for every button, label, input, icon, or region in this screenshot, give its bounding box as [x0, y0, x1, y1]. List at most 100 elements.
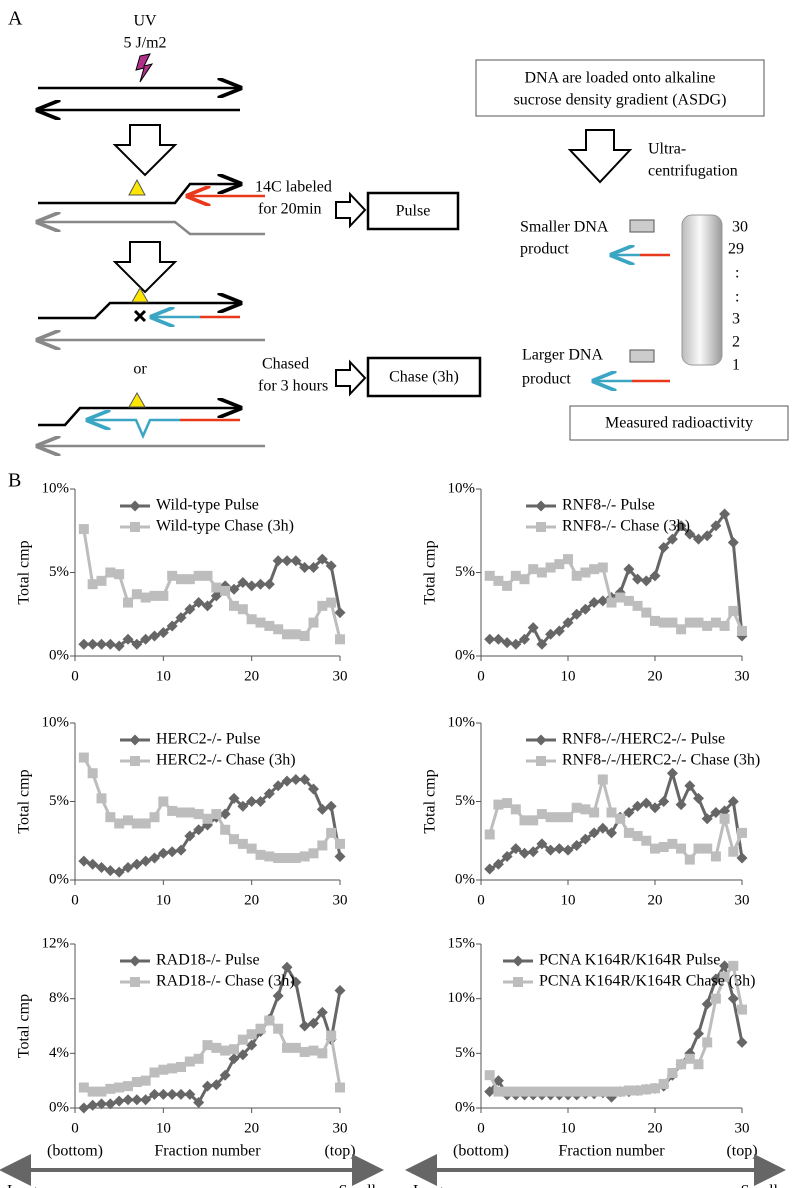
square-marker	[335, 634, 345, 645]
diamond-marker	[701, 998, 713, 1010]
y-tick-label: 8%	[49, 990, 69, 1006]
larger-text: Larger DNA	[522, 347, 603, 364]
square-marker	[615, 1086, 626, 1097]
diamond-marker	[263, 578, 275, 590]
diamond-marker	[166, 620, 178, 632]
y-axis-label: Total cmp	[16, 540, 33, 604]
square-marker	[317, 840, 328, 851]
asdg-text: DNA are loaded onto alkaline	[524, 70, 715, 87]
x-axis-label: Fraction number	[154, 1143, 261, 1160]
square-marker	[615, 592, 626, 603]
x-tick-label: 10	[156, 668, 171, 684]
diamond-marker	[527, 622, 539, 634]
square-marker	[719, 620, 730, 631]
x-tick-label: 20	[244, 1120, 259, 1136]
diamond-marker	[666, 767, 678, 779]
diamond-marker	[281, 555, 293, 567]
square-marker	[229, 600, 239, 611]
series-line	[82, 756, 342, 860]
diamond-marker	[157, 847, 169, 859]
diamond-marker	[719, 805, 731, 817]
y-tick-label: 5%	[49, 564, 69, 580]
square-marker	[597, 562, 608, 573]
square-marker	[580, 567, 591, 578]
diamond-marker	[104, 1098, 116, 1110]
diamond-marker	[263, 788, 275, 800]
legend-marker	[536, 756, 546, 766]
diamond-marker	[571, 608, 583, 620]
y-axis-label: Total cmp	[422, 769, 439, 833]
down-arrow	[567, 129, 633, 184]
square-marker	[220, 1045, 231, 1056]
square-marker	[650, 615, 660, 626]
diamond-marker	[684, 780, 696, 792]
diamond-marker	[334, 607, 346, 619]
diamond-marker	[149, 852, 160, 864]
square-marker	[96, 1086, 107, 1097]
square-marker	[184, 574, 195, 585]
diamond-marker	[492, 858, 504, 870]
diamond-marker	[588, 827, 600, 839]
diamond-marker	[588, 597, 600, 609]
y-tick-label: 0%	[455, 1099, 475, 1115]
legend-marker	[513, 977, 523, 987]
diamond-marker	[193, 597, 205, 609]
fraction-slot	[629, 349, 655, 363]
square-marker	[650, 843, 660, 854]
square-marker	[563, 554, 573, 565]
diamond-marker	[210, 1079, 222, 1091]
square-marker	[719, 813, 730, 824]
size-label: Small	[741, 1183, 779, 1188]
diamond-marker	[246, 580, 258, 592]
chase-box	[366, 356, 482, 398]
diamond-marker	[237, 1049, 249, 1061]
diamond-marker	[632, 800, 644, 812]
square-marker	[176, 807, 186, 818]
diamond-marker	[308, 783, 319, 795]
y-tick-label: 0%	[49, 1099, 69, 1115]
square-marker	[246, 843, 257, 854]
lesion	[131, 286, 149, 303]
legend-label: RAD18-/- Pulse	[156, 952, 260, 969]
y-tick-label: 0%	[49, 871, 69, 887]
square-marker	[211, 582, 222, 593]
uv-bolt	[135, 53, 154, 83]
y-tick-label: 10%	[448, 480, 476, 496]
new-strand	[88, 420, 180, 440]
x-end-label: (top)	[324, 1143, 355, 1160]
square-marker	[719, 971, 730, 982]
square-marker	[632, 831, 643, 842]
x-tick-label: 10	[561, 668, 576, 684]
diamond-marker	[255, 796, 266, 807]
legend-label: RNF8-/- Pulse	[562, 497, 655, 514]
diamond-marker	[157, 627, 169, 639]
square-marker	[78, 524, 89, 535]
measured-text: Measured radioactivity	[605, 415, 753, 432]
y-tick-label: 0%	[455, 647, 475, 663]
chart: 0% 4% 8% 12% 0 10 20 30 Total cmp RAD18-/- Pulse R…	[0, 935, 384, 1188]
square-marker	[510, 570, 521, 581]
diamond-marker	[140, 1094, 152, 1106]
diamond-marker	[281, 961, 293, 973]
square-marker	[710, 993, 721, 1004]
diamond-marker	[597, 595, 609, 607]
square-marker	[597, 774, 608, 785]
pulse-box-text: Pulse	[396, 203, 431, 220]
diamond-marker	[175, 612, 187, 624]
diamond-marker	[527, 846, 539, 858]
square-marker	[114, 1082, 125, 1093]
x-tick-label: 30	[735, 1120, 750, 1136]
square-marker	[317, 600, 328, 611]
square-marker	[273, 853, 284, 864]
square-marker	[528, 564, 539, 575]
diamond-marker	[299, 1020, 311, 1032]
diamond-marker	[579, 833, 591, 845]
diamond-marker	[184, 830, 196, 842]
square-marker	[728, 846, 739, 857]
square-marker	[676, 624, 687, 635]
diamond-marker	[166, 846, 178, 858]
diamond-marker	[606, 827, 617, 839]
diamond-marker	[131, 638, 143, 650]
legend-label: RNF8-/-/HERC2-/- Pulse	[562, 731, 725, 748]
diamond-marker	[219, 808, 231, 820]
